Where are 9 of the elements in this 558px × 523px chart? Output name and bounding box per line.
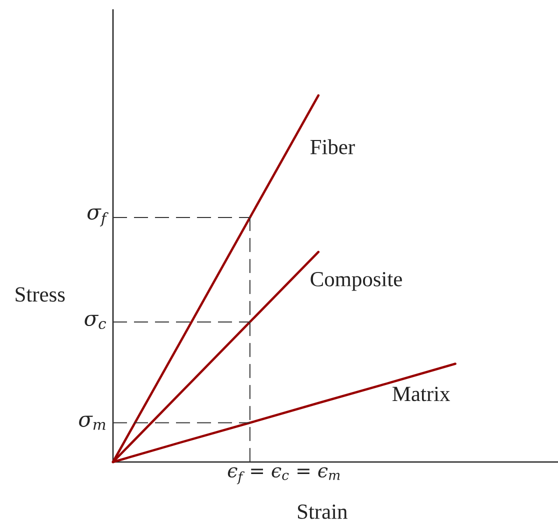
series-label: Composite <box>310 272 402 291</box>
text: ϵ$_{f}$ = ϵ$_{c}$ = ϵ$_{m}$ <box>228 467 340 484</box>
series-label: Matrix <box>392 386 450 402</box>
ref-line-label: σ$_{c}$ <box>84 314 106 330</box>
y-axis-title: Stress <box>16 287 65 302</box>
ref-line-label: σ$_{m}$ <box>79 416 106 430</box>
ref-line-label: σ$_{f}$ <box>88 208 108 226</box>
x-axis-title: Strain <box>298 504 348 519</box>
series-label: Fiber <box>310 139 355 154</box>
